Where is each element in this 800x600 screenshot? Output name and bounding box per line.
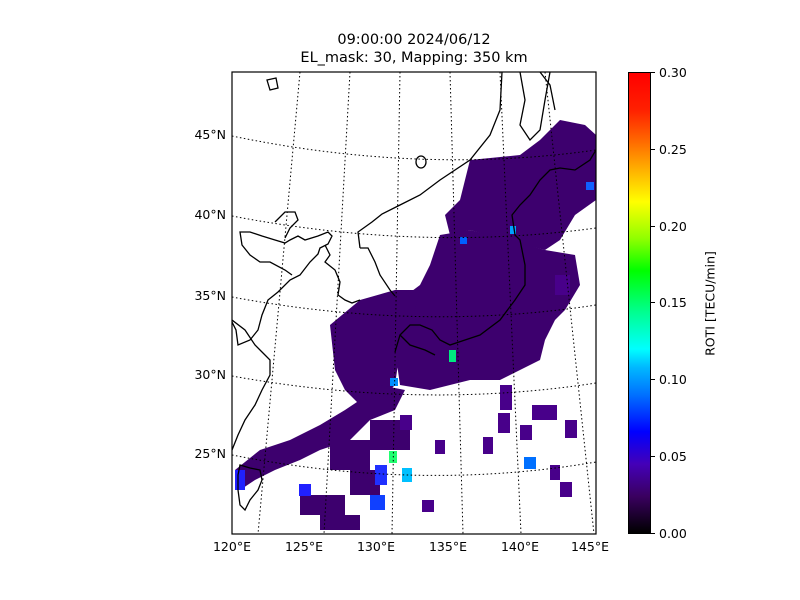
figure-title-time: 09:00:00 2024/06/12 [337, 32, 491, 48]
cb-label-3: 0.15 [659, 295, 687, 310]
map-frame [231, 71, 597, 535]
cb-tick [651, 149, 655, 150]
cb-tick [651, 456, 655, 457]
cb-tick [651, 302, 655, 303]
lon-label-130: 130°E [356, 539, 395, 554]
colorbar-title: ROTI [TECU/min] [702, 251, 718, 356]
lat-label-35: 35°N [194, 288, 226, 303]
cb-label-4: 0.20 [659, 219, 687, 234]
cb-tick [651, 226, 655, 227]
cb-label-6: 0.30 [659, 65, 687, 80]
figure-title-params: EL_mask: 30, Mapping: 350 km [300, 50, 528, 66]
cb-label-2: 0.10 [659, 372, 687, 387]
cb-tick [651, 379, 655, 380]
cb-tick [651, 533, 655, 534]
lat-label-45: 45°N [194, 127, 226, 142]
lon-label-145: 145°E [570, 539, 609, 554]
lon-label-125: 125°E [284, 539, 323, 554]
cb-tick [651, 72, 655, 73]
lat-label-40: 40°N [194, 207, 226, 222]
lon-label-135: 135°E [428, 539, 467, 554]
cb-label-5: 0.25 [659, 142, 687, 157]
lat-label-30: 30°N [194, 367, 226, 382]
coastlines [232, 72, 596, 512]
lon-label-120: 120°E [212, 539, 251, 554]
cb-label-1: 0.05 [659, 449, 687, 464]
cb-label-0: 0.00 [659, 526, 687, 541]
lat-label-25: 25°N [194, 446, 226, 461]
lon-label-140: 140°E [500, 539, 539, 554]
roti-sparse-cells [400, 275, 577, 512]
colorbar [628, 72, 651, 534]
gridlines [232, 72, 596, 534]
roti-data-cells [235, 120, 596, 530]
